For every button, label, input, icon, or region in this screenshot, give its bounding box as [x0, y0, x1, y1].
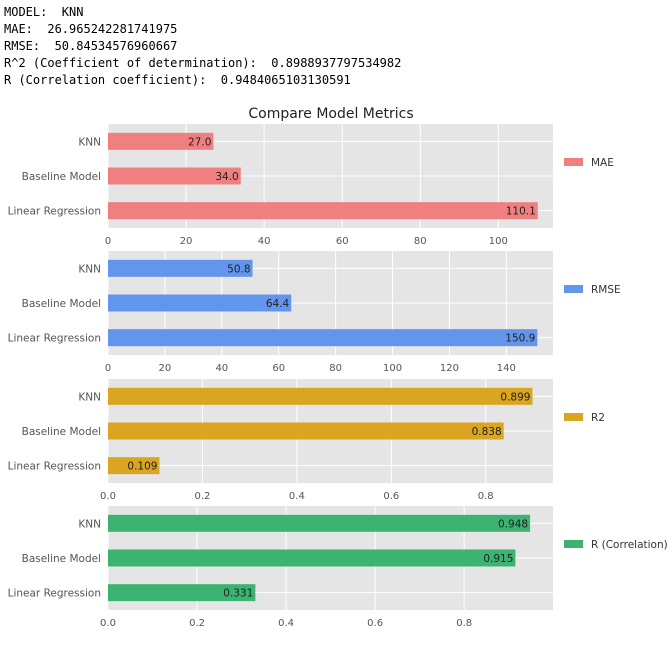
x-tick-label: 0.2 [194, 491, 210, 502]
y-tick-label: Linear Regression [8, 588, 101, 600]
x-tick-label: 20 [159, 363, 172, 374]
bar-rmse [108, 329, 538, 347]
legend-label: R (Correlation) [591, 539, 668, 551]
bar-mae [108, 202, 538, 220]
bar-r-correlation [108, 584, 256, 602]
y-tick-label: Baseline Model [22, 426, 101, 438]
y-tick-label: Baseline Model [22, 553, 101, 565]
bar-mae [108, 167, 241, 185]
x-tick-label: 0.0 [100, 491, 116, 502]
x-tick-label: 100 [383, 363, 402, 374]
bar-mae [108, 132, 214, 150]
x-tick-label: 20 [180, 236, 193, 247]
bar-r-correlation [108, 514, 531, 532]
y-tick-label: KNN [78, 136, 101, 148]
bar-value-label: 0.915 [483, 553, 513, 565]
x-tick-label: 100 [489, 236, 508, 247]
y-tick-label: KNN [78, 263, 101, 275]
y-tick-label: KNN [78, 391, 101, 403]
legend-swatch [564, 413, 583, 421]
x-tick-label: 0.8 [456, 618, 472, 629]
console-mae-line: MAE: 26.965242281741975 [4, 22, 178, 36]
bar-value-label: 0.899 [500, 391, 530, 403]
bar-r2 [108, 422, 504, 440]
bar-rmse [108, 259, 253, 277]
console-r2-line: R^2 (Coefficient of determination): 0.89… [4, 56, 402, 70]
x-tick-label: 0.6 [367, 618, 383, 629]
console-model-line: MODEL: KNN [4, 5, 84, 19]
bar-value-label: 0.838 [472, 426, 502, 438]
y-tick-label: Baseline Model [22, 298, 101, 310]
x-tick-label: 0.4 [289, 491, 305, 502]
x-tick-label: 80 [414, 236, 427, 247]
bar-r2 [108, 457, 160, 475]
y-tick-label: Linear Regression [8, 206, 101, 218]
bar-r-correlation [108, 549, 516, 567]
x-tick-label: 40 [258, 236, 271, 247]
x-tick-label: 80 [329, 363, 342, 374]
x-tick-label: 0 [105, 236, 111, 247]
x-tick-label: 0 [105, 363, 111, 374]
metrics-figure: Compare Model Metrics 0 20 40 60 80 100 KNN 27.… [8, 106, 668, 629]
legend-label: RMSE [591, 284, 621, 296]
legend-label: R2 [591, 412, 605, 424]
bar-value-label: 110.1 [506, 206, 536, 218]
legend-swatch [564, 285, 583, 293]
figure-title: Compare Model Metrics [248, 106, 413, 122]
bar-value-label: 27.0 [188, 136, 211, 148]
bar-value-label: 34.0 [215, 171, 238, 183]
console-rmse-line: RMSE: 50.84534576960667 [4, 39, 178, 53]
x-tick-label: 0.6 [383, 491, 399, 502]
legend-label: MAE [591, 157, 614, 169]
bar-value-label: 50.8 [227, 263, 250, 275]
x-tick-label: 140 [497, 363, 516, 374]
x-tick-label: 0.0 [100, 618, 116, 629]
bar-r2 [108, 387, 533, 405]
console-output: MODEL: KNN MAE: 26.965242281741975 RMSE: 5… [4, 4, 401, 89]
y-tick-label: Linear Regression [8, 333, 101, 345]
x-tick-label: 0.4 [278, 618, 294, 629]
bar-value-label: 0.948 [498, 518, 528, 530]
legend-swatch [564, 158, 583, 166]
bar-value-label: 64.4 [266, 298, 290, 310]
bar-value-label: 0.109 [127, 461, 157, 473]
legend-swatch [564, 540, 583, 548]
x-tick-label: 0.2 [189, 618, 205, 629]
x-tick-label: 60 [336, 236, 349, 247]
x-tick-label: 40 [215, 363, 228, 374]
y-tick-label: KNN [78, 518, 101, 530]
y-tick-label: Linear Regression [8, 461, 101, 473]
x-tick-label: 0.8 [478, 491, 494, 502]
bar-rmse [108, 294, 292, 312]
y-tick-label: Baseline Model [22, 171, 101, 183]
console-r-line: R (Correlation coefficient): 0.948406510… [4, 73, 351, 87]
x-tick-label: 60 [272, 363, 285, 374]
bar-value-label: 150.9 [505, 333, 535, 345]
bar-value-label: 0.331 [223, 588, 253, 600]
x-tick-label: 120 [440, 363, 459, 374]
